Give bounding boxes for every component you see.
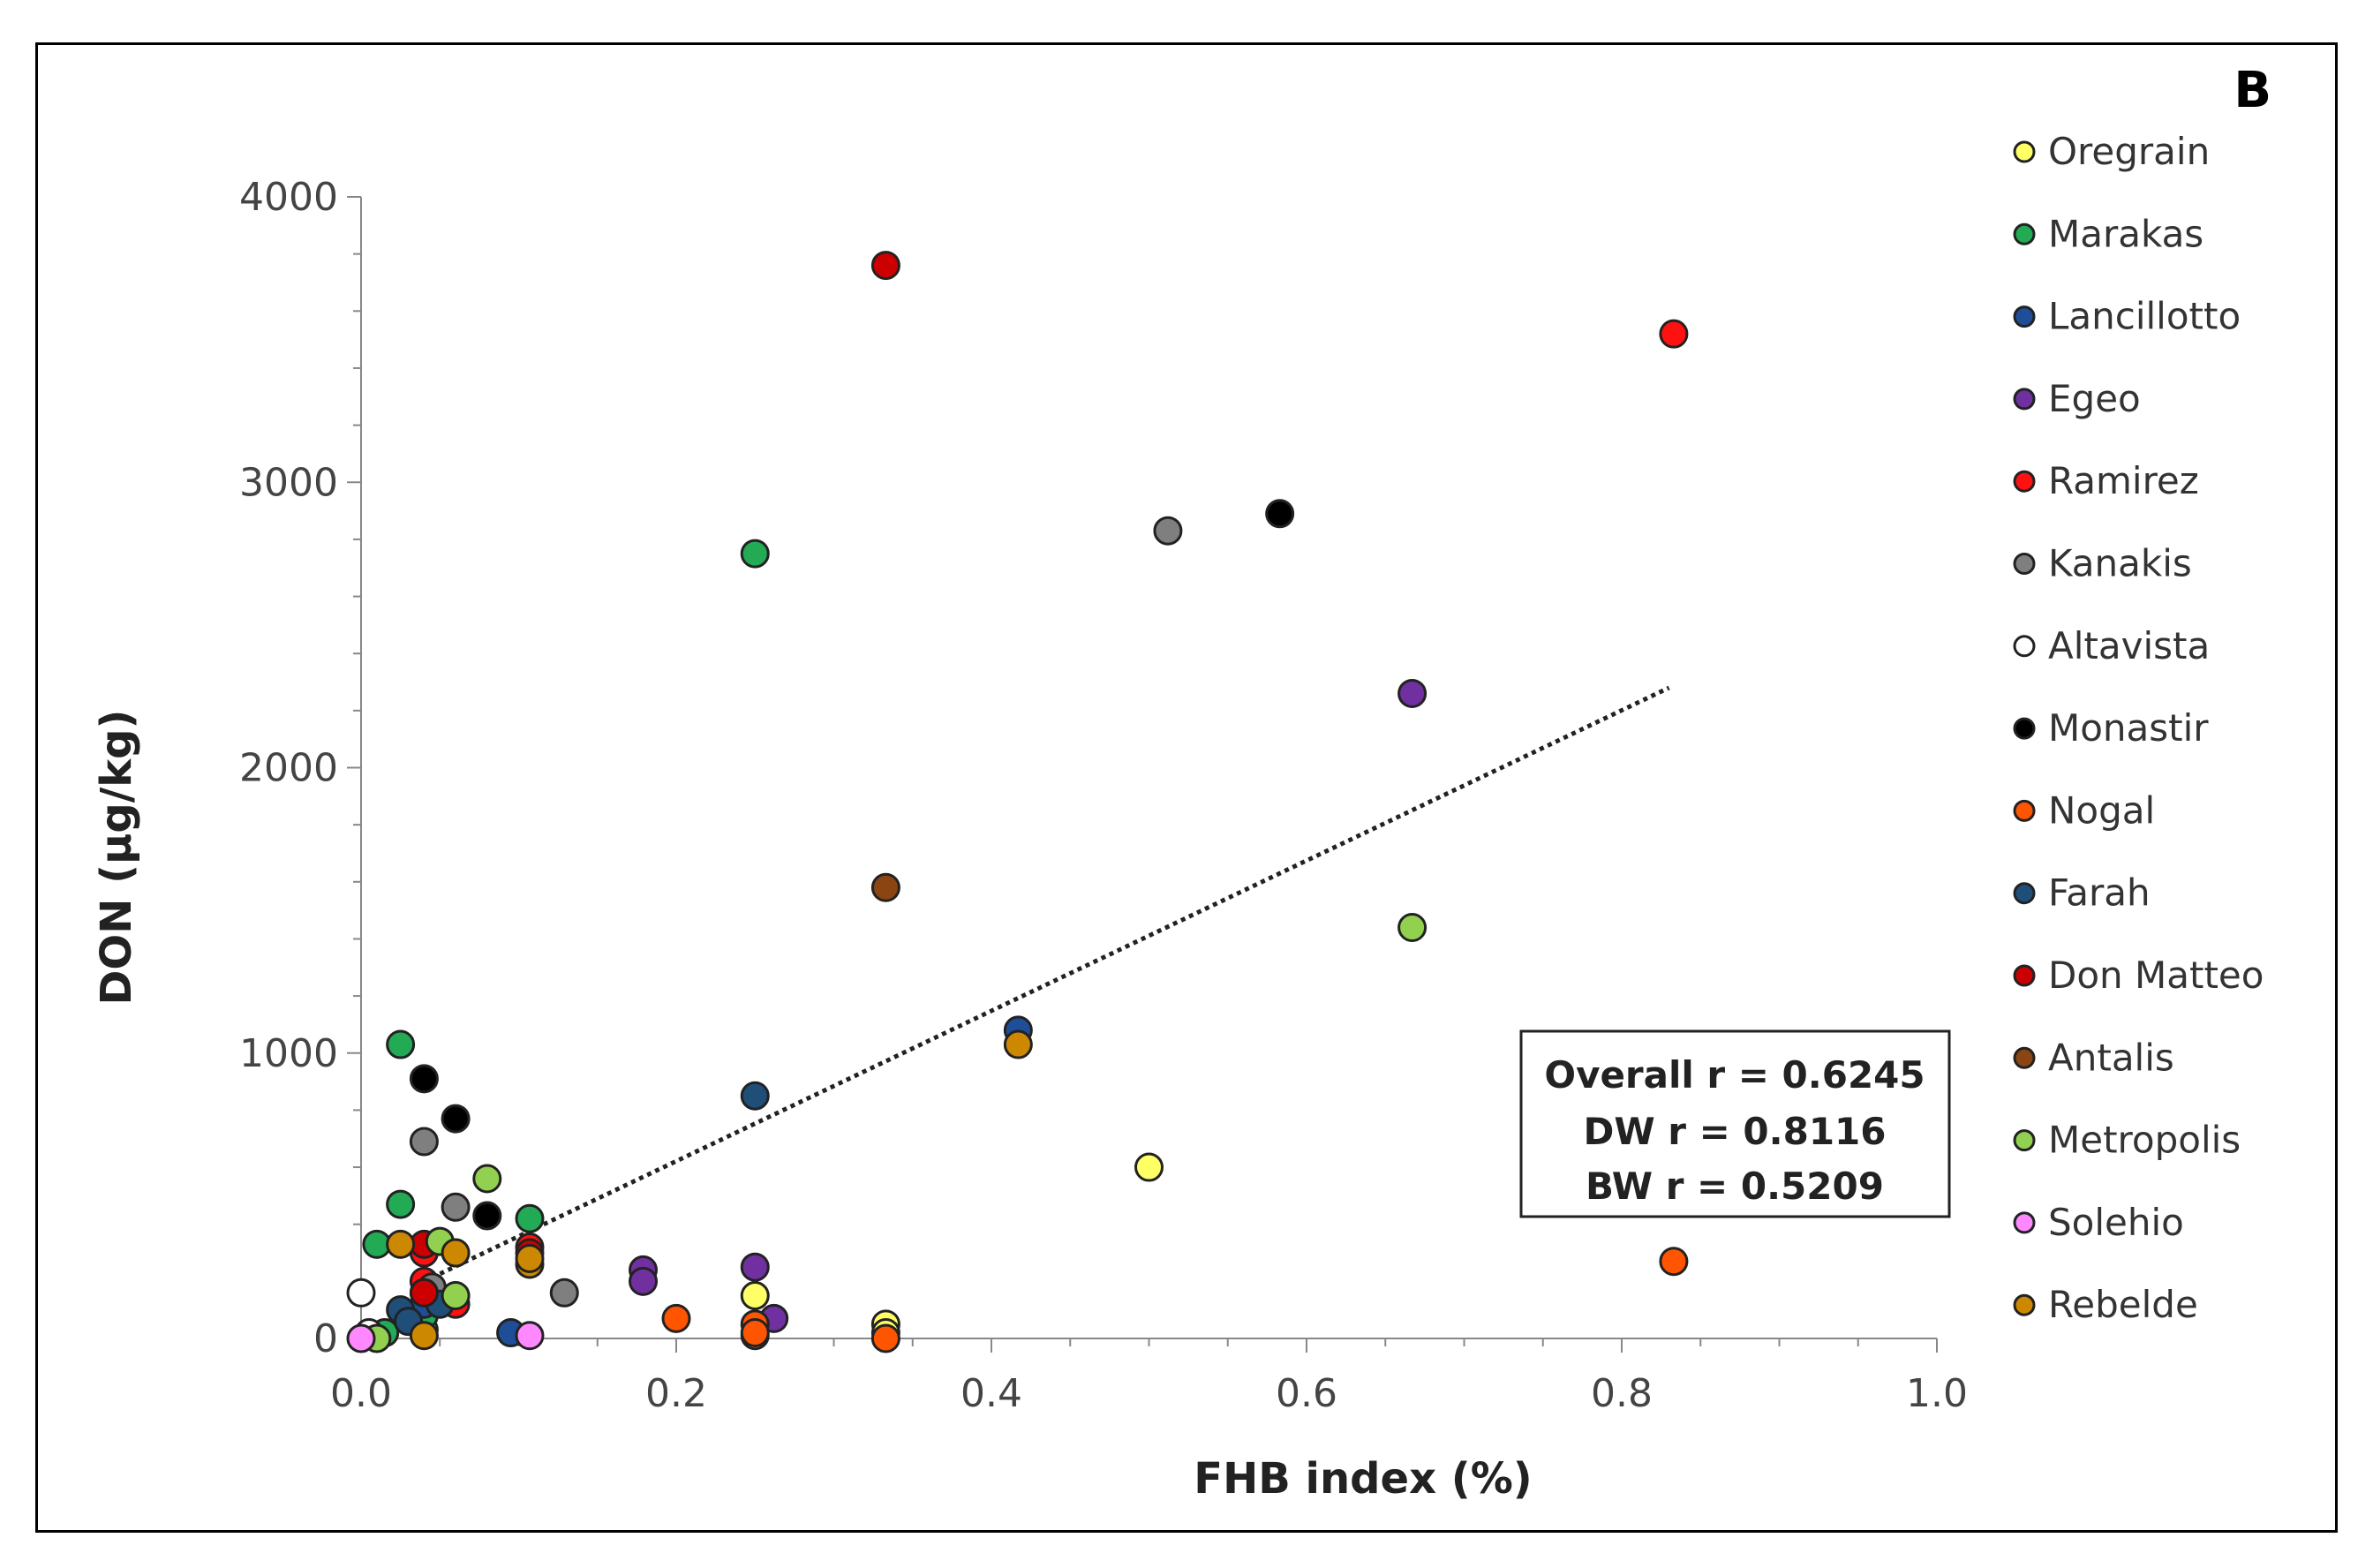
point-monastir xyxy=(409,1064,439,1094)
y-ticks: 0 1000 2000 3000 4000 xyxy=(239,175,361,1361)
point-nogal xyxy=(661,1303,691,1333)
x-tick-label: 1.0 xyxy=(1906,1371,1968,1416)
x-tick-label: 0.8 xyxy=(1591,1371,1653,1416)
point-rebelde xyxy=(1003,1029,1033,1059)
chart-frame: B 0 1000 2000 3000 4000 0.0 0.2 0.4 0.6 0.8 1.0 F… xyxy=(35,42,2338,1533)
legend-label-rebelde: Rebelde xyxy=(2048,1283,2198,1326)
point-solehio xyxy=(515,1321,545,1351)
point-monastir xyxy=(441,1104,471,1134)
stats-overall: Overall r = 0.6245 xyxy=(1544,1053,1925,1097)
legend-marker-nogal xyxy=(2013,799,2036,822)
panel-letter: B xyxy=(2234,62,2271,119)
legend-label-altavista: Altavista xyxy=(2048,624,2210,667)
legend-label-marakas: Marakas xyxy=(2048,212,2204,255)
data-points xyxy=(346,251,1689,1353)
point-ramirez xyxy=(1659,319,1689,349)
legend-label-nogal: Nogal xyxy=(2048,788,2155,832)
point-kanakis xyxy=(549,1278,579,1308)
point-solehio xyxy=(346,1323,376,1353)
x-tick-label: 0.6 xyxy=(1276,1371,1337,1416)
point-kanakis xyxy=(441,1192,471,1222)
legend-label-monastir: Monastir xyxy=(2048,706,2209,750)
point-metropolis xyxy=(472,1164,502,1194)
stats-dw: DW r = 0.8116 xyxy=(1583,1110,1886,1153)
legend-marker-altavista xyxy=(2013,635,2036,658)
point-kanakis xyxy=(1153,516,1183,546)
scatter-chart: B 0 1000 2000 3000 4000 0.0 0.2 0.4 0.6 0.8 1.0 F… xyxy=(92,62,2271,1504)
legend-marker-ramirez xyxy=(2013,470,2036,493)
legend-marker-don-matteo xyxy=(2013,964,2036,987)
point-egeo xyxy=(740,1252,770,1282)
point-egeo xyxy=(1397,678,1428,708)
legend-marker-solehio xyxy=(2013,1211,2036,1234)
point-rebelde xyxy=(386,1229,416,1259)
legend-marker-lancillotto xyxy=(2013,305,2036,328)
legend-marker-rebelde xyxy=(2013,1293,2036,1316)
legend-marker-egeo xyxy=(2013,388,2036,411)
legend: Oregrain Marakas Lancillotto Egeo Ramirez Kan… xyxy=(2013,130,2264,1326)
legend-label-lancillotto: Lancillotto xyxy=(2048,295,2241,338)
y-tick-label: 4000 xyxy=(239,175,338,220)
stats-bw: BW r = 0.5209 xyxy=(1586,1165,1884,1208)
x-ticks: 0.0 0.2 0.4 0.6 0.8 1.0 xyxy=(330,1338,1968,1416)
x-tick-label: 0.0 xyxy=(330,1371,392,1416)
point-nogal xyxy=(870,1323,900,1353)
point-oregrain xyxy=(740,1281,770,1311)
x-tick-label: 0.2 xyxy=(645,1371,707,1416)
legend-marker-oregrain xyxy=(2013,140,2036,163)
legend-label-metropolis: Metropolis xyxy=(2048,1119,2241,1162)
point-egeo xyxy=(629,1266,659,1296)
legend-label-egeo: Egeo xyxy=(2048,377,2141,420)
point-nogal xyxy=(1659,1247,1689,1277)
legend-marker-farah xyxy=(2013,882,2036,905)
legend-label-farah: Farah xyxy=(2048,871,2151,915)
point-don-matteo xyxy=(409,1278,439,1308)
legend-label-antalis: Antalis xyxy=(2048,1036,2174,1079)
x-tick-label: 0.4 xyxy=(960,1371,1022,1416)
point-rebelde xyxy=(441,1238,471,1268)
point-don-matteo xyxy=(870,251,900,281)
point-marakas xyxy=(386,1029,416,1059)
y-tick-label: 2000 xyxy=(239,746,338,791)
point-marakas xyxy=(386,1189,416,1219)
point-rebelde xyxy=(409,1321,439,1351)
point-metropolis xyxy=(441,1281,471,1311)
point-metropolis xyxy=(1397,913,1428,943)
point-kanakis xyxy=(409,1127,439,1157)
y-axis-title: DON (µg/kg) xyxy=(92,710,141,1006)
point-marakas xyxy=(740,539,770,569)
point-nogal xyxy=(740,1318,770,1348)
stats-box xyxy=(1519,1029,1951,1218)
legend-label-ramirez: Ramirez xyxy=(2048,459,2199,502)
legend-marker-marakas xyxy=(2013,222,2036,245)
point-oregrain xyxy=(1134,1152,1164,1182)
point-monastir xyxy=(472,1201,502,1231)
legend-label-kanakis: Kanakis xyxy=(2048,542,2192,585)
point-marakas xyxy=(515,1203,545,1233)
legend-marker-metropolis xyxy=(2013,1129,2036,1152)
legend-label-don-matteo: Don Matteo xyxy=(2048,954,2264,997)
point-antalis xyxy=(870,872,900,902)
legend-label-solehio: Solehio xyxy=(2048,1201,2184,1244)
x-axis-title: FHB index (%) xyxy=(1194,1454,1532,1504)
legend-marker-antalis xyxy=(2013,1046,2036,1069)
legend-label-oregrain: Oregrain xyxy=(2048,130,2210,173)
point-farah xyxy=(740,1081,770,1111)
legend-marker-monastir xyxy=(2013,717,2036,740)
y-tick-label: 0 xyxy=(313,1316,338,1361)
legend-marker-kanakis xyxy=(2013,553,2036,575)
trendline xyxy=(423,685,1670,1284)
point-rebelde xyxy=(515,1243,545,1273)
y-tick-label: 1000 xyxy=(239,1031,338,1076)
y-tick-label: 3000 xyxy=(239,460,338,505)
point-altavista xyxy=(346,1278,376,1308)
point-monastir xyxy=(1265,499,1295,529)
